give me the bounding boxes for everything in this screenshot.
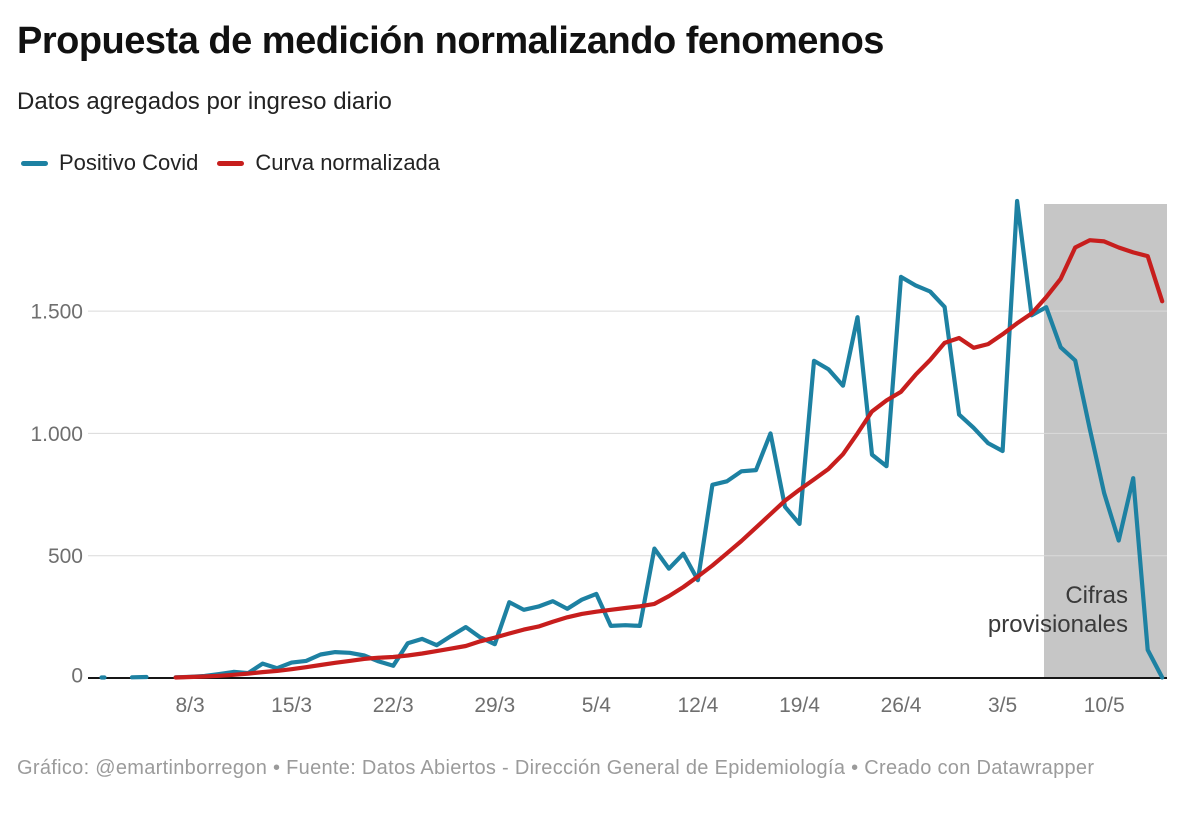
- y-tick-label: 500: [48, 545, 83, 568]
- chart-title: Propuesta de medición normalizando fenom…: [17, 20, 884, 62]
- y-tick-label: 1.500: [30, 301, 83, 324]
- x-tick-label: 8/3: [175, 694, 204, 717]
- x-tick-label: 5/4: [582, 694, 612, 717]
- chart-footer: Gráfico: @emartinborregon • Fuente: Dato…: [17, 757, 1095, 779]
- legend-dash-icon: [21, 160, 48, 166]
- chart-subtitle: Datos agregados por ingreso diario: [17, 88, 392, 115]
- legend-label: Curva normalizada: [255, 150, 441, 175]
- x-tick-label: 26/4: [881, 694, 922, 717]
- y-tick-label: 0: [71, 665, 83, 688]
- x-tick-label: 3/5: [988, 694, 1017, 717]
- x-tick-label: 10/5: [1084, 694, 1125, 717]
- provisional-band-label: provisionales: [988, 611, 1128, 638]
- series-line-curva-normalizada: [173, 238, 1165, 680]
- x-tick-label: 22/3: [373, 694, 414, 717]
- x-tick-label: 15/3: [271, 694, 312, 717]
- legend: Positivo Covid Curva normalizada: [21, 150, 440, 176]
- legend-dash-icon: [217, 160, 245, 166]
- x-tick-label: 12/4: [677, 694, 718, 717]
- x-tick-label: 29/3: [474, 694, 515, 717]
- legend-item-curva-normalizada: Curva normalizada: [217, 150, 440, 176]
- provisional-band-label: Cifras: [1065, 582, 1128, 609]
- legend-item-positivo-covid: Positivo Covid: [21, 150, 198, 176]
- series-line-positivo-covid: [99, 198, 1165, 680]
- legend-label: Positivo Covid: [59, 150, 199, 175]
- x-tick-label: 19/4: [779, 694, 820, 717]
- y-tick-label: 1.000: [30, 423, 83, 446]
- provisional-band: [1044, 204, 1167, 678]
